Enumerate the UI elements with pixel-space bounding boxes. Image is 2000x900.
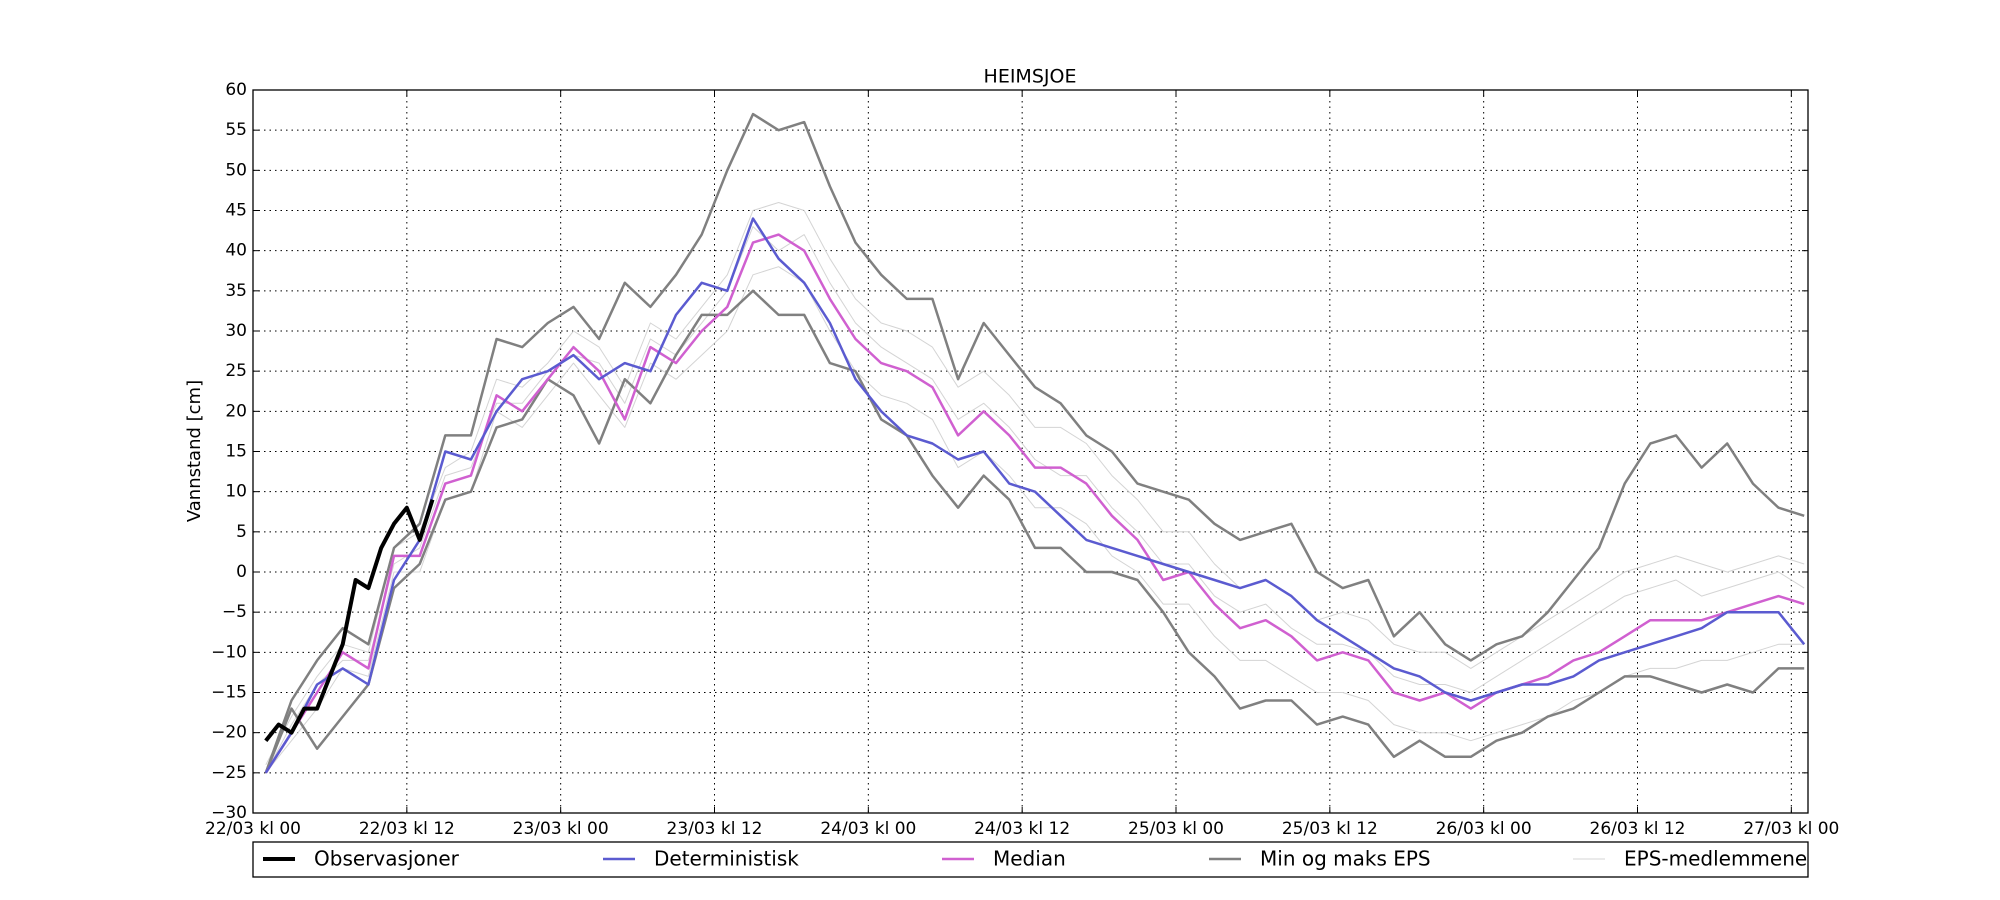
x-tick-label: 26/03 kl 00 bbox=[1436, 819, 1532, 839]
max-line bbox=[264, 112, 1805, 774]
x-tick-label: 27/03 kl 00 bbox=[1743, 819, 1839, 839]
y-tick-label: −25 bbox=[211, 763, 247, 783]
legend-label: Min og maks EPS bbox=[1260, 847, 1431, 871]
y-tick-label: −20 bbox=[211, 723, 247, 743]
x-tick-label: 26/03 kl 12 bbox=[1590, 819, 1686, 839]
y-tick-label: −30 bbox=[211, 803, 247, 823]
min-line bbox=[264, 289, 1805, 774]
y-axis-label: Vannstand [cm] bbox=[184, 380, 205, 522]
series-line bbox=[264, 233, 1805, 774]
y-tick-label: −10 bbox=[211, 642, 247, 662]
x-tick-label: 23/03 kl 00 bbox=[513, 819, 609, 839]
x-tick-label: 22/03 kl 00 bbox=[205, 819, 301, 839]
y-tick-label: 50 bbox=[225, 160, 247, 180]
chart-title: HEIMSJOE bbox=[984, 66, 1077, 88]
x-tick-label: 22/03 kl 12 bbox=[359, 819, 455, 839]
x-tick-label: 25/03 kl 00 bbox=[1128, 819, 1224, 839]
x-tick-label: 24/03 kl 00 bbox=[820, 819, 916, 839]
y-tick-label: 10 bbox=[225, 482, 247, 502]
eps-member-line bbox=[265, 202, 1805, 766]
legend-label: EPS-medlemmene bbox=[1624, 847, 1807, 871]
y-tick-label: 20 bbox=[225, 401, 247, 421]
y-tick-label: −5 bbox=[222, 602, 247, 622]
x-tick-label: 23/03 kl 12 bbox=[667, 819, 763, 839]
legend-label: Deterministisk bbox=[654, 847, 799, 871]
y-tick-label: 45 bbox=[225, 201, 247, 221]
y-tick-label: 5 bbox=[236, 522, 247, 542]
y-tick-label: 40 bbox=[225, 241, 247, 261]
eps-member-line bbox=[265, 226, 1805, 774]
y-tick-label: 55 bbox=[225, 120, 247, 140]
y-tick-label: 0 bbox=[236, 562, 247, 582]
plot-frame bbox=[252, 89, 1809, 814]
series-line bbox=[264, 499, 435, 742]
x-tick-label: 24/03 kl 12 bbox=[974, 819, 1070, 839]
y-tick-label: 35 bbox=[225, 281, 247, 301]
legend-box bbox=[252, 841, 1809, 878]
y-tick-label: 60 bbox=[225, 80, 247, 100]
legend-label: Median bbox=[993, 847, 1066, 871]
legend-label: Observasjoner bbox=[314, 847, 460, 871]
y-tick-label: 30 bbox=[225, 321, 247, 341]
y-tick-label: −15 bbox=[211, 683, 247, 703]
x-tick-label: 25/03 kl 12 bbox=[1282, 819, 1378, 839]
y-tick-label: 15 bbox=[225, 442, 247, 462]
y-tick-label: 25 bbox=[225, 361, 247, 381]
series-line bbox=[264, 217, 1806, 774]
